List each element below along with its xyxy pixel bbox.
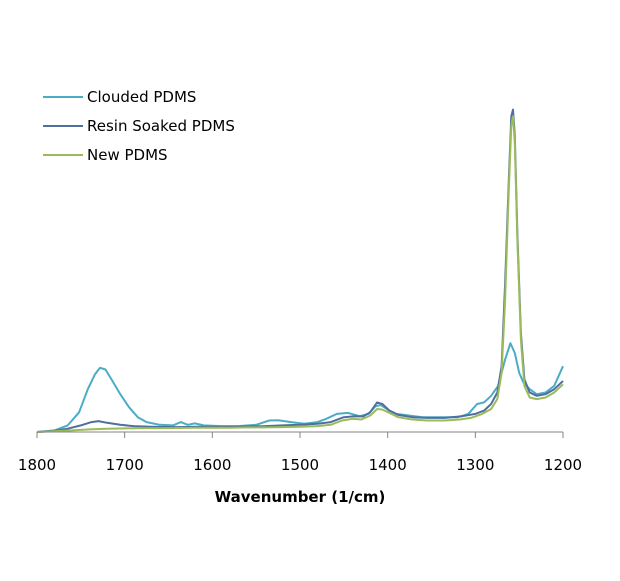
- x-tick-layer: 1800 1700 1600 1500 1400 1300 1200: [18, 432, 582, 474]
- series-layer: [36, 108, 564, 433]
- x-tick-label: 1500: [281, 456, 319, 474]
- x-tick-label: 1800: [18, 456, 56, 474]
- x-tick-label: 1700: [106, 456, 144, 474]
- x-tick-label: 1600: [193, 456, 231, 474]
- legend-label: New PDMS: [87, 146, 168, 164]
- x-axis-label: Wavenumber (1/cm): [215, 488, 386, 506]
- x-tick-label: 1400: [369, 456, 407, 474]
- legend: Clouded PDMS Resin Soaked PDMS New PDMS: [43, 88, 235, 164]
- x-tick-label: 1300: [456, 456, 494, 474]
- series-line-clouded-pdms: [36, 342, 564, 433]
- series-line-new-pdms: [36, 115, 564, 433]
- x-tick-label: 1200: [544, 456, 582, 474]
- legend-label: Clouded PDMS: [87, 88, 196, 106]
- legend-label: Resin Soaked PDMS: [87, 117, 235, 135]
